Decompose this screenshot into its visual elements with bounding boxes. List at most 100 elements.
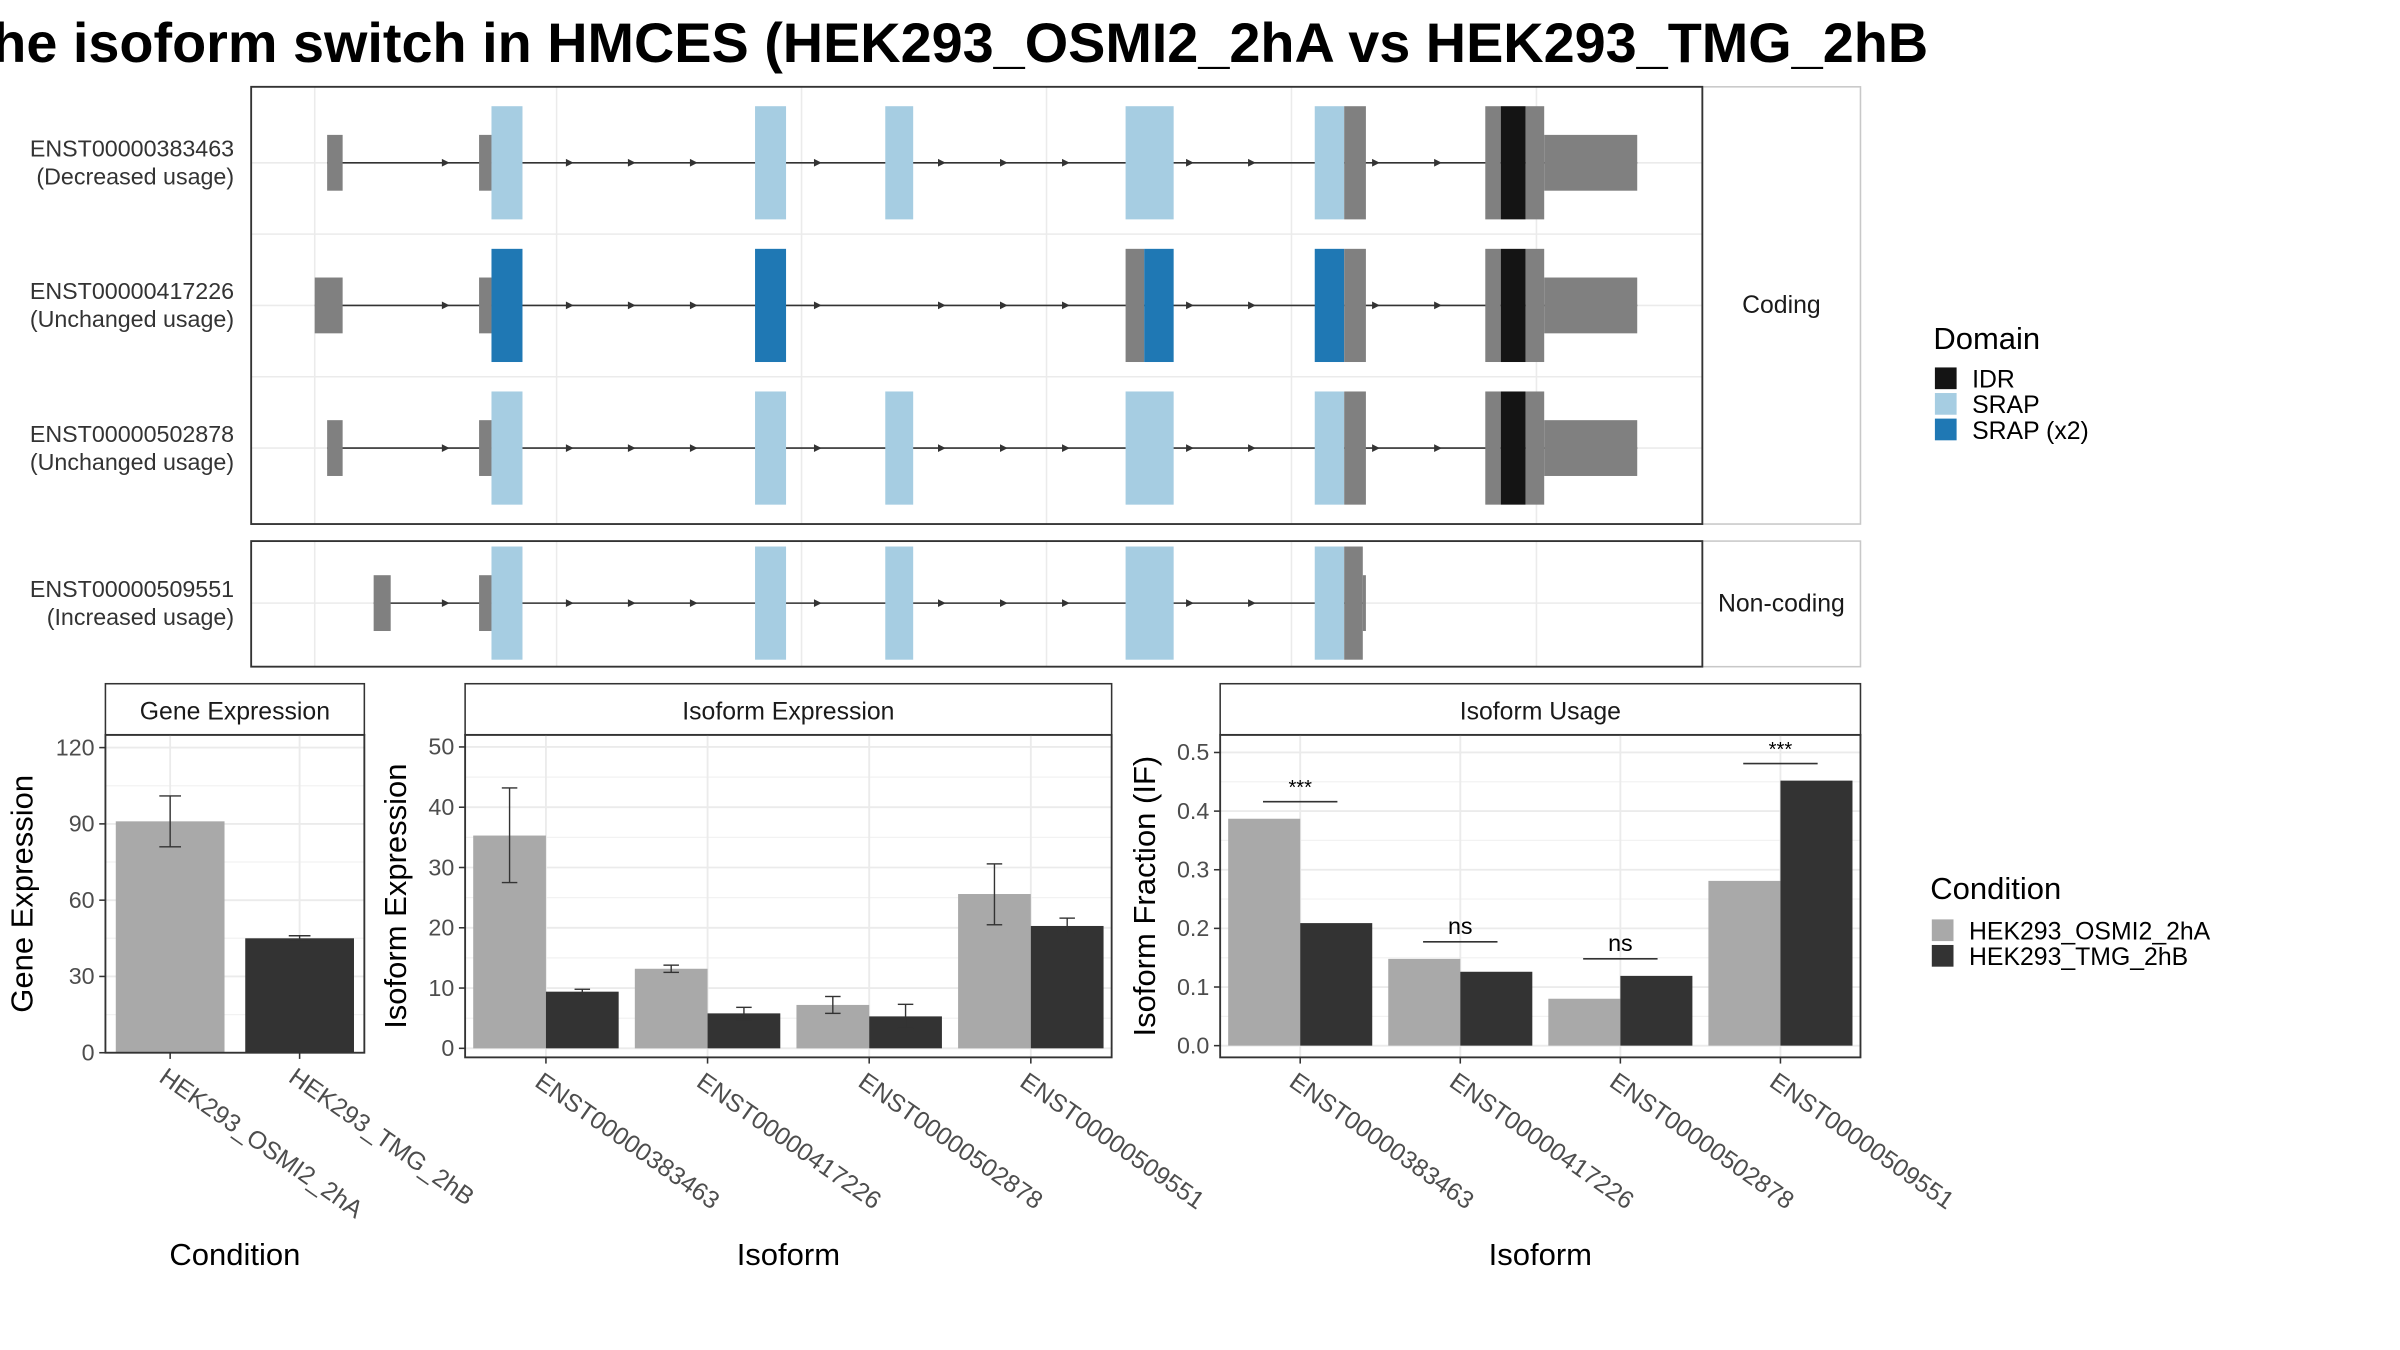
utr-exon bbox=[479, 420, 492, 476]
domain-exon bbox=[1125, 106, 1174, 220]
strand-arrow bbox=[1062, 599, 1070, 607]
y-tick-label: 30 bbox=[69, 963, 95, 989]
legend-swatch bbox=[1931, 919, 1954, 942]
utr-exon bbox=[1544, 134, 1638, 191]
strand-arrow bbox=[813, 301, 822, 310]
significance-label: ns bbox=[1608, 930, 1633, 956]
y-tick-label: 0 bbox=[441, 1035, 454, 1061]
utr-exon bbox=[1344, 248, 1366, 363]
transcript-id-label: ENST00000502878 bbox=[30, 421, 234, 447]
bar bbox=[1460, 971, 1533, 1046]
strand-arrow bbox=[1372, 158, 1380, 167]
y-tick-label: 20 bbox=[428, 915, 454, 941]
strand-arrow bbox=[565, 444, 574, 452]
y-tick-label: 0.1 bbox=[1177, 974, 1209, 1000]
significance-label: *** bbox=[1769, 739, 1793, 761]
strand-arrow bbox=[1248, 444, 1256, 452]
transcript-id-label: ENST00000417226 bbox=[30, 278, 234, 304]
idr-domain bbox=[1500, 391, 1526, 505]
domain-exon bbox=[1125, 391, 1174, 505]
y-tick-label: 120 bbox=[56, 734, 95, 760]
domain-exon bbox=[755, 391, 787, 505]
y-tick-label: 0 bbox=[82, 1039, 95, 1065]
bar bbox=[1708, 880, 1781, 1046]
significance-label: *** bbox=[1288, 777, 1312, 799]
panel-border bbox=[464, 733, 1113, 1059]
strand-arrow bbox=[1062, 444, 1070, 452]
y-tick-label: 0.2 bbox=[1177, 915, 1209, 941]
strand-arrow bbox=[1372, 444, 1380, 452]
domain-exon bbox=[755, 106, 787, 220]
strand-arrow bbox=[1186, 158, 1194, 167]
strand-arrow bbox=[441, 444, 450, 452]
strand-arrow bbox=[1434, 158, 1442, 167]
y-tick-label: 0.0 bbox=[1177, 1032, 1209, 1058]
domain-exon bbox=[1314, 546, 1345, 660]
bar bbox=[1620, 975, 1693, 1046]
transcript-structure-panel: ENST00000383463(Decreased usage) ENST0000… bbox=[30, 85, 1862, 668]
facet-border bbox=[250, 85, 1704, 525]
strand-arrow bbox=[689, 444, 698, 452]
domain-exon bbox=[1314, 248, 1345, 363]
strand-arrow bbox=[1372, 301, 1380, 310]
strand-arrow bbox=[937, 301, 946, 310]
bar bbox=[1780, 780, 1853, 1046]
strand-arrow bbox=[1000, 158, 1008, 167]
x-axis-title: Isoform bbox=[1489, 1237, 1592, 1272]
bar bbox=[1388, 958, 1461, 1046]
strand-arrow bbox=[627, 158, 636, 167]
strand-arrow bbox=[441, 158, 450, 167]
y-tick-label: 90 bbox=[69, 811, 95, 837]
isoform-expression-panel: Isoform Expression01020304050ENST0000038… bbox=[378, 682, 1209, 1272]
utr-exon bbox=[1344, 546, 1363, 660]
strand-arrow bbox=[1062, 301, 1070, 310]
strand-arrow bbox=[937, 158, 946, 167]
strand-arrow bbox=[1248, 158, 1256, 167]
domain-exon bbox=[885, 106, 914, 220]
y-tick-label: 0.5 bbox=[1177, 739, 1209, 765]
legend-label: HEK293_TMG_2hB bbox=[1969, 944, 2188, 971]
y-tick-label: 40 bbox=[428, 794, 454, 820]
strand-arrow bbox=[689, 301, 698, 310]
strand-arrow bbox=[813, 158, 822, 167]
transcript-usage-label: (Increased usage) bbox=[47, 604, 234, 630]
strand-arrow bbox=[937, 444, 946, 452]
utr-exon bbox=[314, 277, 343, 334]
bar bbox=[634, 968, 708, 1049]
transcript-usage-label: (Unchanged usage) bbox=[30, 449, 234, 475]
bar bbox=[545, 991, 619, 1049]
legend-swatch bbox=[1934, 367, 1957, 390]
strand-arrow bbox=[1248, 599, 1256, 607]
utr-exon bbox=[1525, 106, 1545, 220]
domain-exon bbox=[1314, 106, 1345, 220]
utr-exon bbox=[479, 134, 492, 191]
legend-label: IDR bbox=[1972, 367, 2015, 394]
domain-exon bbox=[755, 248, 787, 363]
legend-label: SRAP (x2) bbox=[1972, 418, 2089, 445]
strand-arrow bbox=[627, 599, 636, 607]
panel-title: Isoform Expression bbox=[682, 698, 894, 725]
strand-arrow bbox=[627, 444, 636, 452]
utr-exon bbox=[1544, 277, 1638, 334]
legend-title: Domain bbox=[1933, 321, 2040, 356]
strand-arrow bbox=[1434, 444, 1442, 452]
strand-arrow bbox=[1248, 301, 1256, 310]
strand-arrow bbox=[565, 158, 574, 167]
utr-exon bbox=[1525, 391, 1545, 505]
strand-arrow bbox=[813, 444, 822, 452]
strand-arrow bbox=[1186, 599, 1194, 607]
domain-exon bbox=[885, 391, 914, 505]
legend-title: Condition bbox=[1930, 871, 2061, 906]
x-axis-title: Condition bbox=[169, 1237, 300, 1272]
bar bbox=[1300, 923, 1373, 1046]
strand-arrow bbox=[937, 599, 946, 607]
domain-exon bbox=[755, 546, 787, 660]
strand-arrow bbox=[1000, 599, 1008, 607]
domain-exon bbox=[1314, 391, 1345, 505]
y-tick-label: 30 bbox=[428, 854, 454, 880]
x-tick-label: HEK293_OSMI2_2hA bbox=[154, 1063, 367, 1224]
strand-arrow bbox=[565, 599, 574, 607]
panel-border bbox=[1219, 733, 1862, 1059]
